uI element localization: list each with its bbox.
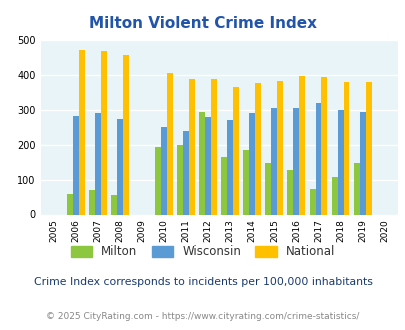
Bar — [73, 115, 79, 214]
Bar — [177, 145, 183, 214]
Text: Milton Violent Crime Index: Milton Violent Crime Index — [89, 16, 316, 31]
Bar — [277, 81, 283, 214]
Bar — [343, 82, 349, 214]
Text: © 2025 CityRating.com - https://www.cityrating.com/crime-statistics/: © 2025 CityRating.com - https://www.city… — [46, 312, 359, 321]
Bar — [293, 108, 298, 214]
Bar — [205, 116, 211, 214]
Bar — [271, 108, 277, 214]
Bar — [298, 76, 305, 214]
Bar — [359, 112, 364, 214]
Bar — [117, 119, 123, 214]
Bar — [161, 127, 167, 214]
Bar — [287, 170, 293, 214]
Bar — [155, 147, 161, 214]
Bar — [364, 82, 371, 214]
Bar — [232, 87, 239, 214]
Bar — [111, 195, 117, 214]
Bar — [255, 83, 260, 214]
Bar — [337, 110, 343, 214]
Bar — [249, 113, 255, 214]
Bar — [309, 189, 315, 214]
Bar — [67, 194, 73, 214]
Bar — [101, 51, 107, 214]
Bar — [331, 177, 337, 215]
Bar — [199, 112, 205, 214]
Bar — [321, 77, 326, 215]
Bar — [315, 103, 321, 214]
Bar — [211, 79, 217, 214]
Bar — [167, 73, 173, 215]
Bar — [123, 55, 129, 214]
Bar — [221, 157, 227, 214]
Bar — [265, 163, 271, 215]
Bar — [353, 163, 359, 215]
Text: Crime Index corresponds to incidents per 100,000 inhabitants: Crime Index corresponds to incidents per… — [34, 277, 371, 287]
Bar — [243, 150, 249, 214]
Legend: Milton, Wisconsin, National: Milton, Wisconsin, National — [67, 242, 338, 262]
Bar — [89, 190, 95, 214]
Bar — [227, 120, 232, 214]
Bar — [189, 79, 195, 214]
Bar — [79, 50, 85, 214]
Bar — [95, 113, 101, 214]
Bar — [183, 131, 189, 214]
